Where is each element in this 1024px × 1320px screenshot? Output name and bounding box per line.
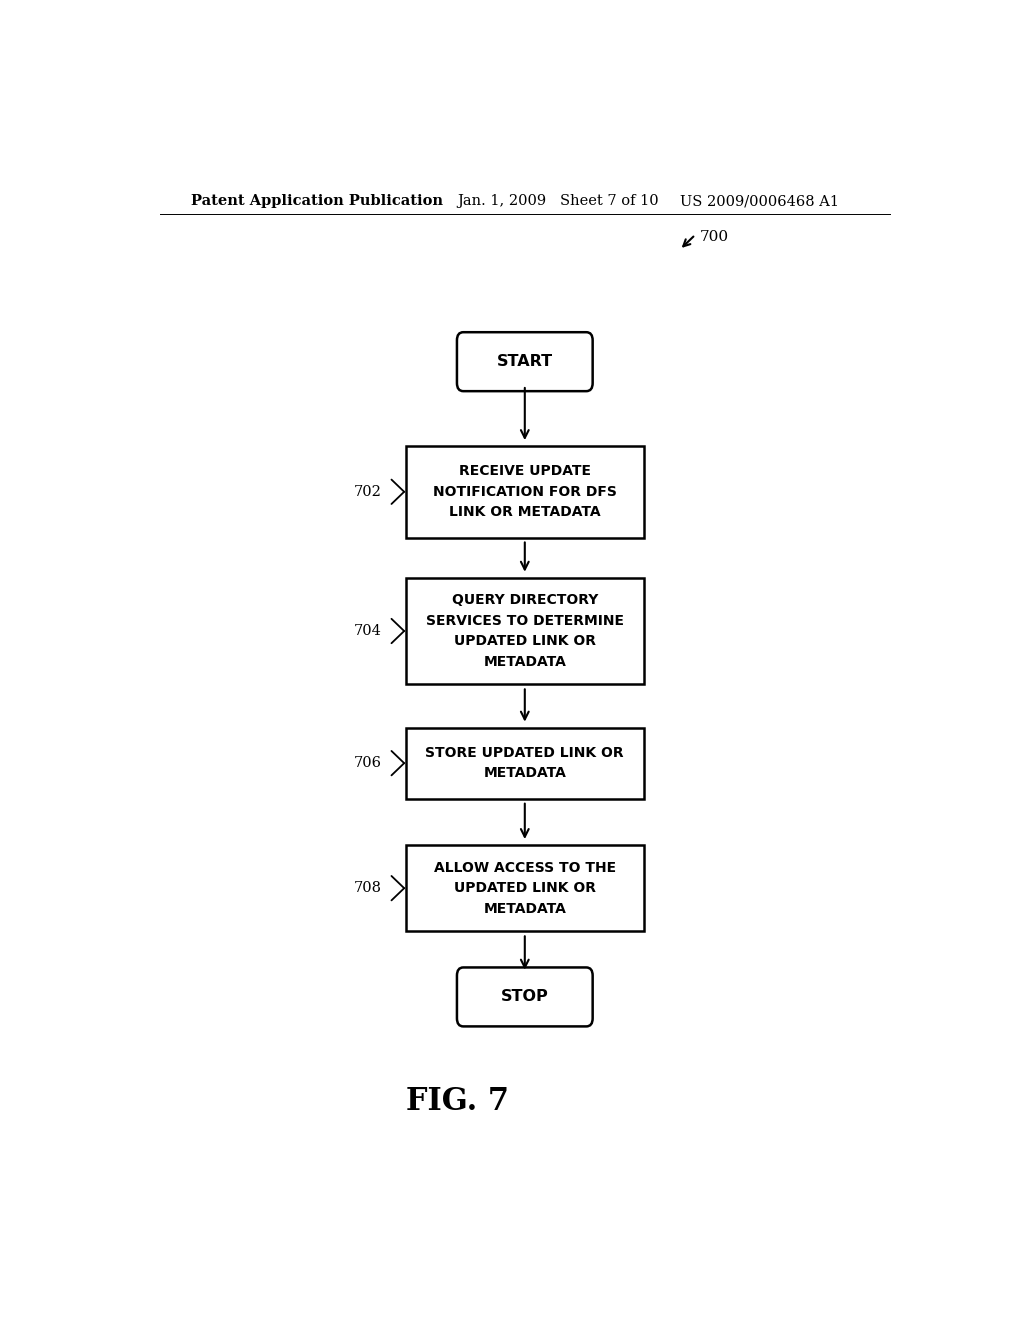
FancyBboxPatch shape [457, 333, 593, 391]
Text: 706: 706 [354, 756, 382, 770]
FancyBboxPatch shape [457, 968, 593, 1027]
Text: US 2009/0006468 A1: US 2009/0006468 A1 [680, 194, 839, 209]
Bar [406, 845, 644, 932]
Text: Jan. 1, 2009   Sheet 7 of 10: Jan. 1, 2009 Sheet 7 of 10 [458, 194, 659, 209]
Text: STOP: STOP [501, 990, 549, 1005]
Text: 704: 704 [354, 624, 382, 638]
Bar [406, 727, 644, 799]
Text: 700: 700 [699, 230, 728, 244]
Text: STORE UPDATED LINK OR
METADATA: STORE UPDATED LINK OR METADATA [426, 746, 624, 780]
Text: START: START [497, 354, 553, 370]
Bar [406, 578, 644, 684]
Text: ALLOW ACCESS TO THE
UPDATED LINK OR
METADATA: ALLOW ACCESS TO THE UPDATED LINK OR META… [434, 861, 615, 916]
Text: QUERY DIRECTORY
SERVICES TO DETERMINE
UPDATED LINK OR
METADATA: QUERY DIRECTORY SERVICES TO DETERMINE UP… [426, 593, 624, 669]
Text: 708: 708 [354, 882, 382, 895]
Text: RECEIVE UPDATE
NOTIFICATION FOR DFS
LINK OR METADATA: RECEIVE UPDATE NOTIFICATION FOR DFS LINK… [433, 465, 616, 519]
Text: Patent Application Publication: Patent Application Publication [191, 194, 443, 209]
Bar [406, 446, 644, 537]
Text: FIG. 7: FIG. 7 [406, 1086, 509, 1117]
Text: 702: 702 [354, 484, 382, 499]
